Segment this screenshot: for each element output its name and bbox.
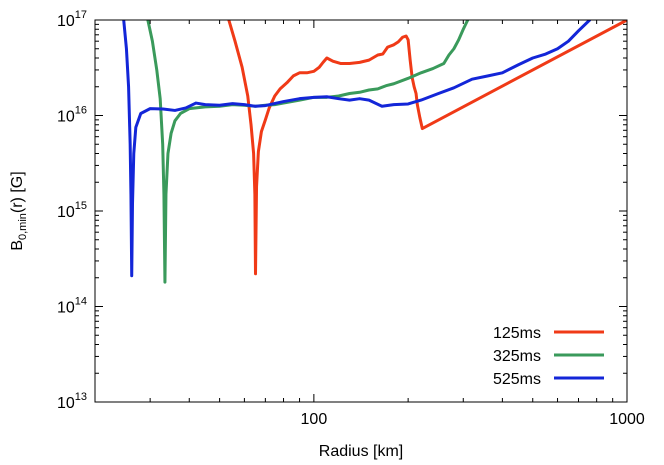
series-layer [122, 20, 627, 284]
legend-label: 525ms [493, 371, 541, 388]
y-tick-label: 1016 [57, 105, 87, 126]
y-tick-label: 1013 [57, 391, 87, 412]
y-tick-label: 1017 [57, 9, 87, 30]
legend-label: 125ms [493, 325, 541, 342]
y-axis-label: B0,min(r) [G] [9, 171, 29, 250]
y-tick-exponent: 14 [75, 296, 87, 308]
y-tick-exponent: 17 [75, 9, 87, 21]
series-line-125ms [227, 20, 627, 276]
y-axis-label-rest: (r) [G] [9, 171, 26, 213]
x-tick-label: 100 [301, 411, 328, 428]
legend: 125ms 325ms 525ms [493, 325, 604, 388]
y-tick-base: 10 [57, 300, 75, 317]
x-tick-label: 1000 [609, 411, 645, 428]
y-tick-base: 10 [57, 13, 75, 30]
y-axis-label-base: B [9, 240, 26, 251]
legend-label: 325ms [493, 348, 541, 365]
x-axis-label: Radius [km] [319, 443, 403, 460]
y-axis-label-subscript: 0,min [17, 213, 29, 240]
y-tick-label: 1014 [57, 296, 87, 317]
y-tick-base: 10 [57, 204, 75, 221]
y-tick-label: 1015 [57, 200, 87, 221]
y-tick-exponent: 16 [75, 105, 87, 117]
series-line-325ms [146, 20, 470, 284]
series-line-525ms [122, 20, 592, 278]
y-tick-exponent: 15 [75, 200, 87, 212]
y-tick-base: 10 [57, 395, 75, 412]
y-tick-base: 10 [57, 109, 75, 126]
y-tick-exponent: 13 [75, 391, 87, 403]
plot-frame [94, 19, 628, 403]
